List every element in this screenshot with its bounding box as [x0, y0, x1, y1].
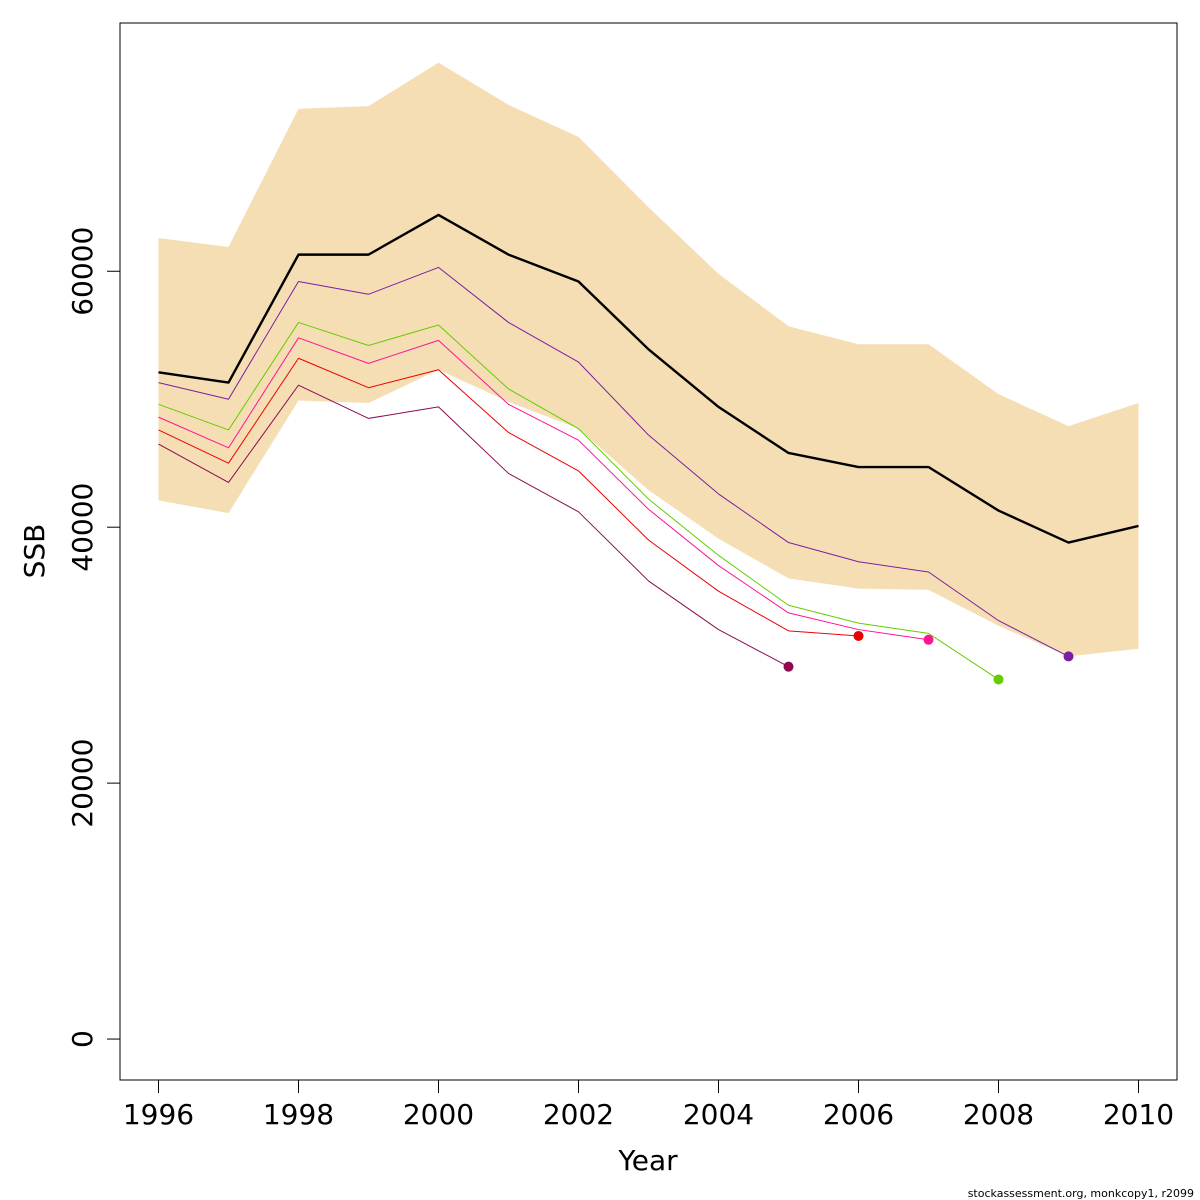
series-line-3: [158, 337, 929, 641]
series-line-2: [158, 321, 999, 680]
x-tick-label-2006: 2006: [823, 1098, 894, 1131]
y-tick-label-20000: 20000: [66, 739, 99, 828]
confidence-band: [158, 62, 1139, 657]
x-tick-label-2008: 2008: [963, 1098, 1034, 1131]
series-end-point-3: [923, 634, 934, 645]
y-tick-label-0: 0: [66, 1030, 99, 1048]
x-axis: 1996 1998 2000 2002 2004 2006 2008 2010: [123, 1079, 1174, 1131]
series-layer: [158, 213, 1139, 680]
x-tick-label-2004: 2004: [683, 1098, 754, 1131]
series-line-5: [158, 384, 789, 668]
end-points-layer: [783, 630, 1074, 685]
x-tick-label-1996: 1996: [123, 1098, 194, 1131]
series-end-point-2: [993, 674, 1004, 685]
series-end-point-4: [853, 630, 864, 641]
x-tick-label-2002: 2002: [543, 1098, 614, 1131]
series-end-point-1: [1063, 651, 1074, 662]
y-tick-label-40000: 40000: [66, 483, 99, 572]
x-tick-label-2000: 2000: [403, 1098, 474, 1131]
confidence-band-layer: [158, 62, 1139, 657]
footnote-annotation: stockassessment.org, monkcopy1, r2099: [968, 1187, 1194, 1200]
series-line-0: [158, 213, 1139, 544]
series-end-point-5: [783, 661, 794, 672]
y-tick-label-60000: 60000: [66, 227, 99, 316]
y-axis: 0 20000 40000 60000: [66, 227, 121, 1048]
x-tick-label-2010: 2010: [1103, 1098, 1174, 1131]
x-tick-label-1998: 1998: [263, 1098, 334, 1131]
y-axis-title: SSB: [18, 524, 51, 579]
series-line-4: [158, 357, 859, 637]
series-line-1: [158, 266, 1069, 657]
x-axis-title: Year: [617, 1144, 678, 1177]
